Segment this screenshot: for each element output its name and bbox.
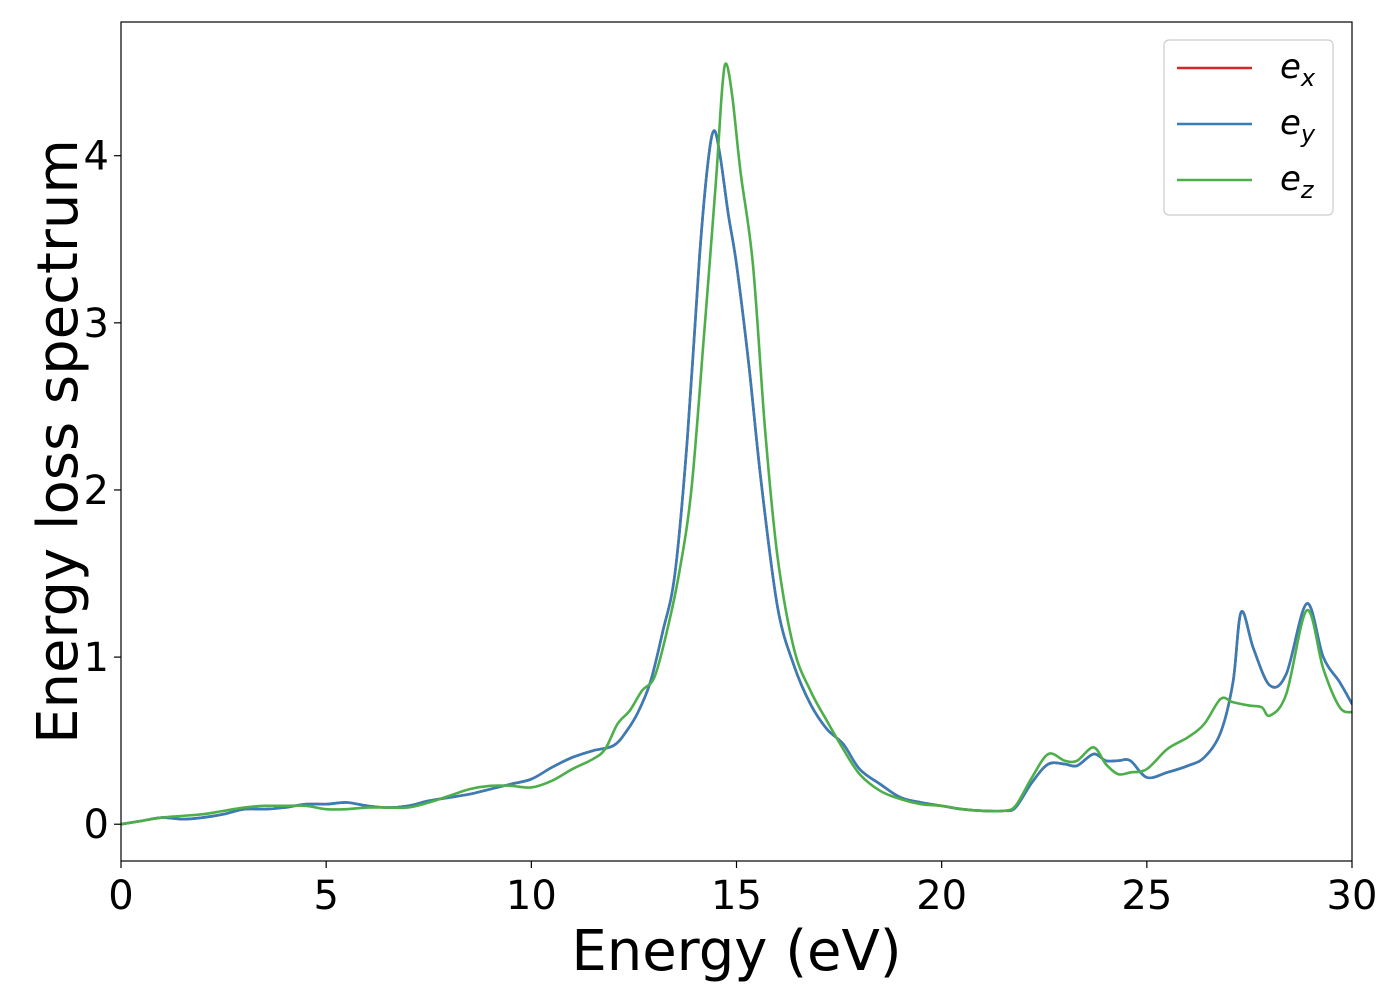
- legend-box: [1163, 39, 1334, 216]
- x-axis-label: Energy (eV): [571, 919, 901, 984]
- legend-label-y: ey: [1280, 103, 1316, 148]
- x-tick-label: 25: [1121, 873, 1172, 919]
- x-tick-label: 20: [916, 873, 967, 919]
- y-tick-label: 3: [84, 301, 109, 347]
- series-layer: [121, 62, 1352, 826]
- series-line-x: [121, 129, 1352, 826]
- legend-label-x: ex: [1280, 47, 1316, 92]
- y-axis: 0 1 2 3 4: [84, 134, 121, 848]
- x-tick-label: 30: [1327, 873, 1378, 919]
- x-axis: 0 5 10 15 20 25 30: [108, 861, 1377, 919]
- x-tick-label: 15: [711, 873, 762, 919]
- series-line-y: [121, 129, 1352, 826]
- legend: ex ey ez: [1163, 39, 1334, 216]
- y-tick-label: 1: [84, 635, 109, 681]
- legend-label-z: ez: [1280, 159, 1315, 204]
- x-tick-label: 5: [313, 873, 338, 919]
- y-axis-label: Energy loss spectrum: [26, 139, 91, 744]
- y-tick-label: 0: [84, 802, 109, 848]
- x-tick-label: 10: [506, 873, 557, 919]
- y-tick-label: 4: [84, 134, 109, 180]
- y-tick-label: 2: [84, 468, 109, 514]
- x-tick-label: 0: [108, 873, 133, 919]
- series-line-z: [121, 62, 1352, 826]
